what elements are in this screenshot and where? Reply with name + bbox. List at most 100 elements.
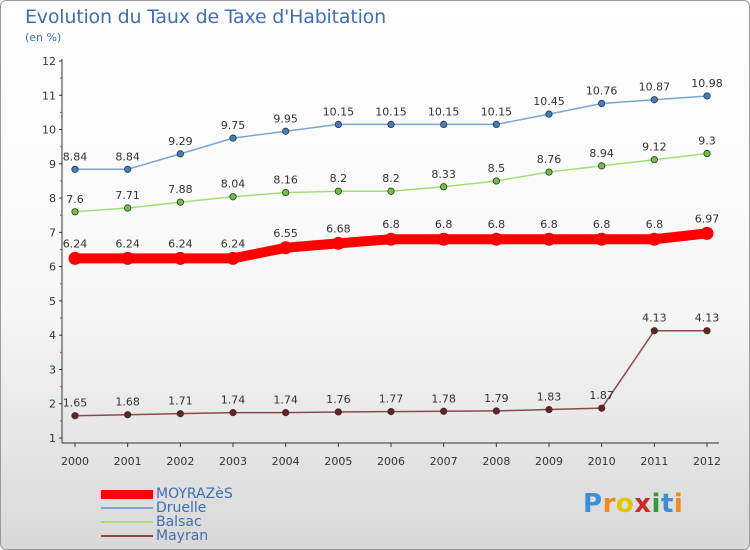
data-point-mayran bbox=[650, 327, 658, 335]
data-label-balsac: 8.2 bbox=[382, 172, 400, 185]
data-label-balsac: 8.2 bbox=[330, 172, 348, 185]
data-point-mayran bbox=[176, 410, 184, 418]
data-label-mayran: 1.76 bbox=[326, 393, 351, 406]
data-label-druelle: 10.15 bbox=[375, 105, 407, 118]
data-label-balsac: 9.12 bbox=[642, 141, 667, 154]
data-label-druelle: 10.45 bbox=[533, 95, 565, 108]
x-tick-label: 2001 bbox=[114, 455, 142, 468]
data-point-moyraz-s bbox=[121, 251, 135, 265]
y-tick-label: 10 bbox=[42, 124, 56, 137]
data-point-druelle bbox=[650, 96, 658, 104]
data-label-moyraz-s: 6.8 bbox=[382, 218, 400, 231]
data-label-druelle: 10.98 bbox=[691, 77, 723, 90]
data-point-druelle bbox=[229, 134, 237, 142]
x-tick-label: 2011 bbox=[640, 455, 668, 468]
y-tick-label: 2 bbox=[49, 398, 56, 411]
y-tick-label: 6 bbox=[49, 261, 56, 274]
data-label-mayran: 1.68 bbox=[115, 396, 140, 409]
data-point-balsac bbox=[124, 204, 132, 212]
data-label-moyraz-s: 6.24 bbox=[168, 237, 193, 250]
legend-label: Mayran bbox=[156, 528, 209, 544]
data-point-moyraz-s bbox=[595, 232, 609, 246]
data-label-druelle: 9.75 bbox=[221, 119, 246, 132]
y-tick-label: 9 bbox=[49, 158, 56, 171]
data-label-mayran: 1.87 bbox=[589, 389, 614, 402]
data-point-druelle bbox=[703, 92, 711, 100]
data-point-mayran bbox=[492, 407, 500, 415]
data-label-mayran: 1.77 bbox=[379, 393, 404, 406]
data-label-moyraz-s: 6.8 bbox=[435, 218, 453, 231]
data-label-druelle: 9.29 bbox=[168, 135, 193, 148]
data-label-moyraz-s: 6.24 bbox=[63, 237, 88, 250]
data-point-balsac bbox=[176, 198, 184, 206]
data-point-moyraz-s bbox=[68, 251, 82, 265]
data-point-balsac bbox=[387, 187, 395, 195]
data-point-druelle bbox=[387, 120, 395, 129]
data-label-balsac: 7.88 bbox=[168, 183, 193, 196]
data-point-balsac bbox=[598, 162, 606, 170]
data-point-druelle bbox=[492, 120, 500, 129]
data-point-mayran bbox=[71, 412, 79, 420]
data-label-mayran: 4.13 bbox=[642, 312, 667, 325]
data-point-balsac bbox=[440, 183, 448, 191]
data-label-balsac: 8.5 bbox=[488, 162, 506, 175]
data-label-mayran: 1.65 bbox=[63, 397, 88, 410]
logo-letter: r bbox=[602, 489, 616, 519]
data-point-druelle bbox=[71, 165, 79, 173]
legend-swatch bbox=[101, 490, 153, 499]
legend-label: Druelle bbox=[156, 500, 207, 516]
data-point-moyraz-s bbox=[489, 232, 503, 246]
x-tick-label: 2007 bbox=[430, 455, 458, 468]
data-point-balsac bbox=[703, 149, 711, 158]
proxiti-logo: Proxiti bbox=[583, 489, 683, 519]
data-point-mayran bbox=[598, 404, 606, 412]
data-label-moyraz-s: 6.8 bbox=[646, 218, 664, 231]
data-point-moyraz-s bbox=[647, 232, 661, 246]
y-tick-label: 8 bbox=[49, 192, 56, 205]
logo-letter: t bbox=[660, 489, 674, 519]
data-label-moyraz-s: 6.68 bbox=[326, 222, 351, 235]
logo-letter: i bbox=[651, 489, 661, 519]
data-label-balsac: 8.76 bbox=[537, 153, 562, 166]
logo-letter: x bbox=[634, 489, 652, 519]
data-label-druelle: 8.84 bbox=[63, 150, 88, 163]
data-point-mayran bbox=[334, 408, 342, 416]
data-point-mayran bbox=[703, 327, 711, 335]
data-point-druelle bbox=[334, 120, 342, 129]
data-label-mayran: 1.74 bbox=[221, 394, 246, 407]
data-point-balsac bbox=[282, 189, 290, 197]
data-label-mayran: 1.74 bbox=[273, 394, 298, 407]
y-tick-label: 11 bbox=[42, 89, 56, 102]
data-point-druelle bbox=[176, 150, 184, 158]
data-point-moyraz-s bbox=[384, 232, 398, 246]
data-point-moyraz-s bbox=[226, 251, 240, 265]
x-tick-label: 2002 bbox=[166, 455, 194, 468]
x-tick-label: 2010 bbox=[588, 455, 616, 468]
data-point-mayran bbox=[440, 407, 448, 415]
data-label-moyraz-s: 6.24 bbox=[221, 237, 246, 250]
data-label-moyraz-s: 6.97 bbox=[695, 212, 720, 225]
legend-label: Balsac bbox=[156, 514, 202, 530]
data-label-druelle: 10.15 bbox=[481, 105, 513, 118]
data-label-mayran: 1.78 bbox=[431, 392, 456, 405]
x-tick-label: 2008 bbox=[482, 455, 510, 468]
data-label-druelle: 9.95 bbox=[273, 112, 298, 125]
data-label-balsac: 8.94 bbox=[589, 147, 614, 160]
x-tick-label: 2005 bbox=[324, 455, 352, 468]
data-label-druelle: 8.84 bbox=[115, 150, 140, 163]
data-point-druelle bbox=[124, 165, 132, 173]
data-label-druelle: 10.76 bbox=[586, 84, 618, 97]
data-label-balsac: 8.04 bbox=[221, 178, 246, 191]
data-point-balsac bbox=[545, 168, 553, 176]
data-point-balsac bbox=[334, 187, 342, 195]
legend-label: MOYRAZèS bbox=[156, 486, 233, 502]
logo-letter: o bbox=[615, 489, 635, 519]
x-tick-label: 2003 bbox=[219, 455, 247, 468]
x-tick-label: 2006 bbox=[377, 455, 405, 468]
data-label-moyraz-s: 6.8 bbox=[488, 218, 506, 231]
data-point-mayran bbox=[229, 409, 237, 417]
logo-letter: P bbox=[583, 489, 603, 519]
data-point-balsac bbox=[229, 193, 237, 201]
